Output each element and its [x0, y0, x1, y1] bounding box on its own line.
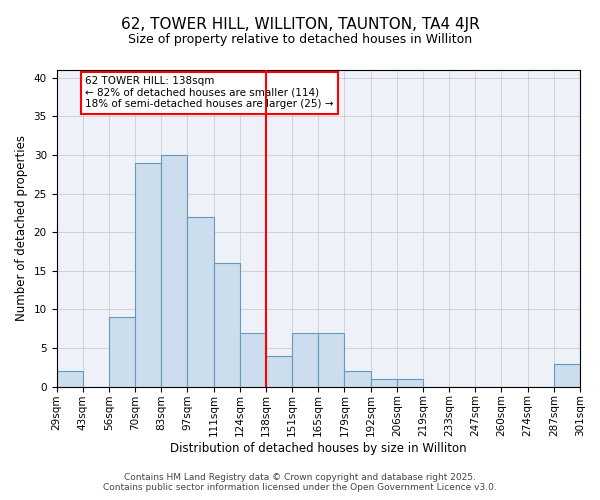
- Text: 62 TOWER HILL: 138sqm
← 82% of detached houses are smaller (114)
18% of semi-det: 62 TOWER HILL: 138sqm ← 82% of detached …: [85, 76, 334, 110]
- Bar: [161, 155, 187, 386]
- X-axis label: Distribution of detached houses by size in Williton: Distribution of detached houses by size …: [170, 442, 467, 455]
- Bar: [135, 162, 161, 386]
- Text: Contains HM Land Registry data © Crown copyright and database right 2025.
Contai: Contains HM Land Registry data © Crown c…: [103, 473, 497, 492]
- Bar: [214, 263, 240, 386]
- Bar: [292, 332, 318, 386]
- Bar: [344, 371, 371, 386]
- Bar: [187, 217, 214, 386]
- Bar: [266, 356, 292, 386]
- Y-axis label: Number of detached properties: Number of detached properties: [15, 136, 28, 322]
- Bar: [56, 371, 83, 386]
- Text: Size of property relative to detached houses in Williton: Size of property relative to detached ho…: [128, 32, 472, 46]
- Bar: [109, 317, 135, 386]
- Bar: [371, 379, 397, 386]
- Bar: [397, 379, 423, 386]
- Text: 62, TOWER HILL, WILLITON, TAUNTON, TA4 4JR: 62, TOWER HILL, WILLITON, TAUNTON, TA4 4…: [121, 18, 479, 32]
- Bar: [318, 332, 344, 386]
- Bar: [240, 332, 266, 386]
- Bar: [554, 364, 580, 386]
